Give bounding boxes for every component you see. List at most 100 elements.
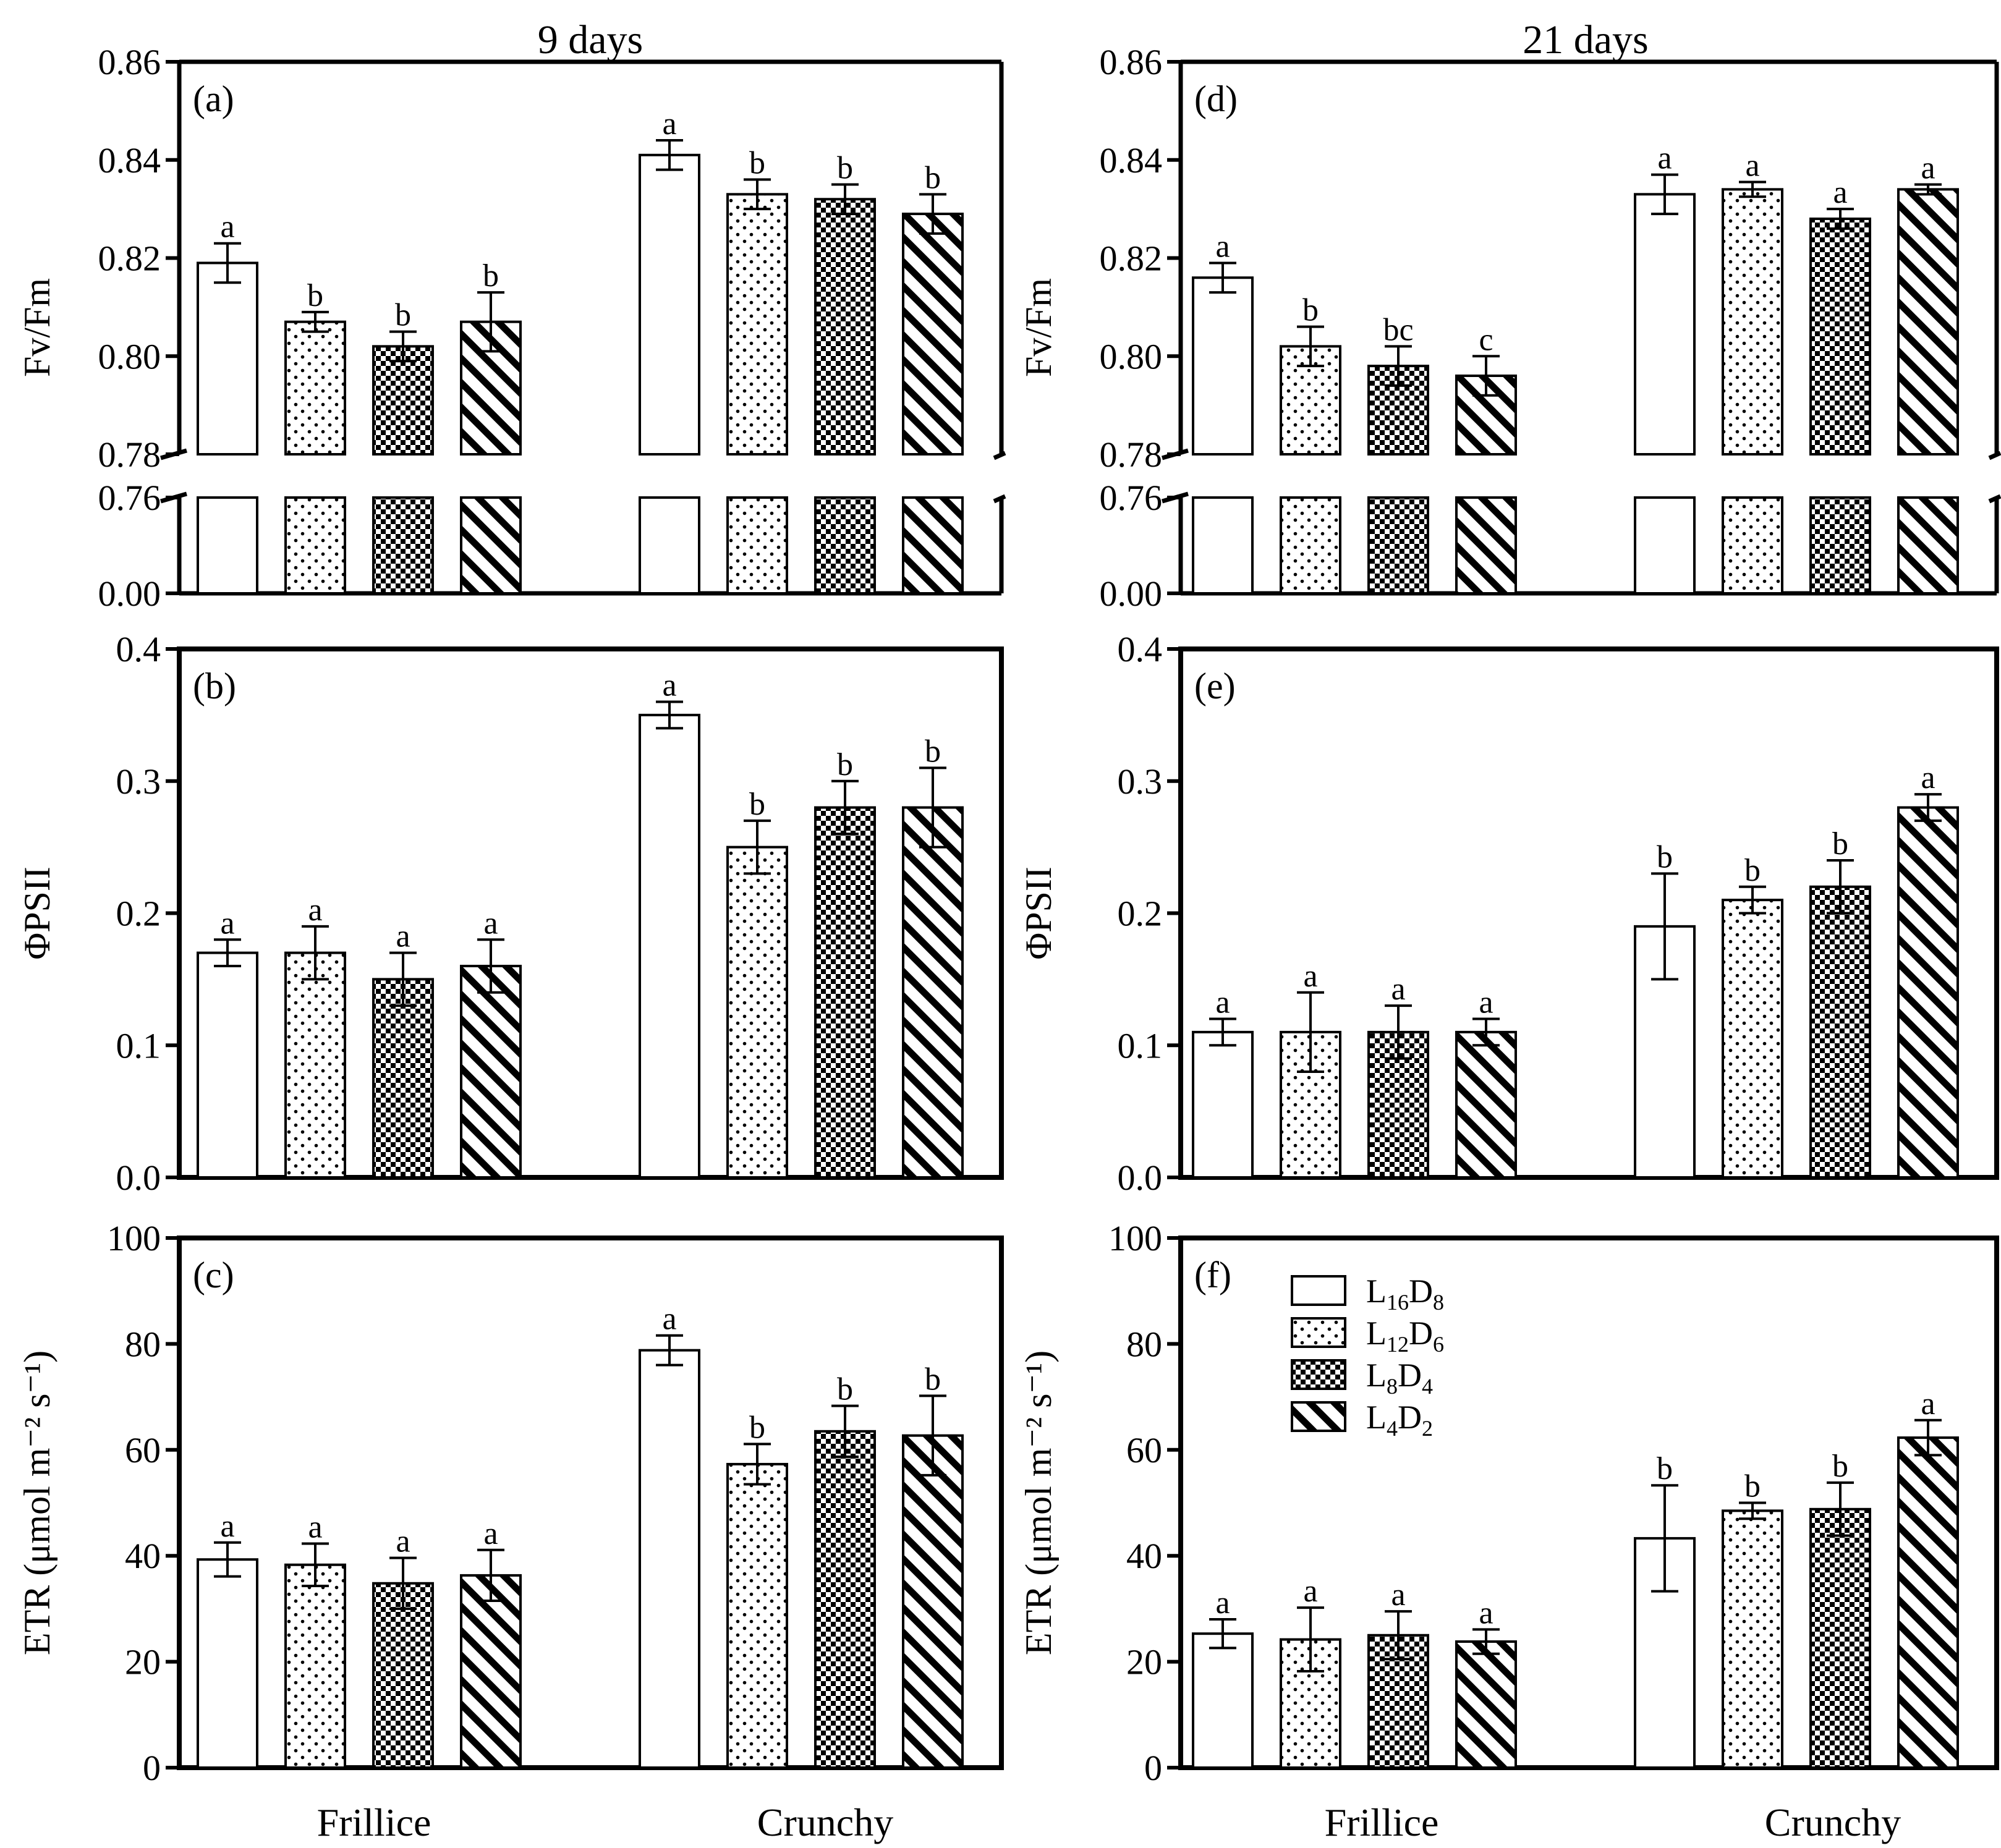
significance-letter: a [1215, 229, 1230, 264]
panel-d: 0.78 0.80 0.82 0.84 0.86 0.00 0.76 Fv/Fm (d) a b bc… [1018, 42, 2001, 614]
bar-L8D4-crunchy [1809, 1507, 1871, 1769]
significance-letter: b [837, 747, 853, 782]
bar-L12D6-crunchy [726, 193, 788, 456]
bar-L8D4-frillice [372, 978, 434, 1179]
bar-lower-L12D6-crunchy [726, 496, 788, 595]
significance-letter: a [1303, 959, 1317, 994]
y-tick-label: 40 [1126, 1536, 1162, 1576]
significance-letter: b [1832, 826, 1848, 862]
bar-L8D4-crunchy [814, 198, 876, 456]
bar-lower-L4D2-crunchy [902, 496, 964, 595]
significance-letter: a [308, 892, 322, 928]
bar-L16D8-frillice [197, 261, 258, 456]
bar-L4D2-frillice [460, 965, 522, 1179]
bar-L8D4-frillice [1367, 1030, 1429, 1179]
significance-letter: b [749, 1410, 765, 1445]
significance-letter: a [1921, 150, 1935, 185]
bar-L12D6-frillice [1280, 1638, 1341, 1769]
x-category-crunchy-left: Crunchy [757, 1800, 893, 1844]
significance-letter: b [749, 146, 765, 181]
significance-letter: a [1657, 141, 1672, 176]
significance-letter: b [925, 160, 941, 195]
significance-letter: a [220, 1509, 234, 1544]
y-tick-label: 0.82 [98, 239, 161, 279]
panel-e: 0.0 0.1 0.2 0.3 0.4 ΦPSII (e) a a a a b b b a [1018, 629, 1999, 1198]
bar-lower-L16D8-frillice [1192, 496, 1254, 595]
y-axis-label: ΦPSII [1018, 867, 1059, 960]
significance-letter: a [483, 1516, 498, 1551]
bar-L16D8-crunchy [1634, 193, 1696, 456]
panel-letter: (e) [1194, 666, 1236, 706]
y-tick-label: 100 [1108, 1218, 1162, 1258]
y-tick-label: 0.0 [116, 1158, 161, 1198]
bar-L4D2-crunchy [902, 213, 964, 456]
legend-label-L12D6: L12D6 [1366, 1315, 1444, 1357]
panel-a: 0.78 0.80 0.82 0.84 0.86 0.00 0.76 Fv/Fm (a) a b b b… [17, 42, 1006, 614]
bar-lower-L12D6-crunchy [1722, 496, 1783, 595]
significance-letter: b [1744, 853, 1761, 888]
y-tick-label: 20 [1126, 1642, 1162, 1682]
bar-lower-L4D2-crunchy [1897, 496, 1959, 595]
legend-swatch-L16D8 [1291, 1275, 1346, 1306]
legend-label-L4D2: L4D2 [1366, 1399, 1433, 1441]
significance-letter: a [662, 668, 676, 703]
bar-L16D8-frillice [1192, 1632, 1254, 1769]
bar-L8D4-crunchy [814, 1430, 876, 1769]
significance-letter: a [1921, 1386, 1935, 1422]
y-tick-label: 0.00 [98, 574, 161, 614]
axis-break-mark [993, 451, 1006, 460]
y-tick-label: 20 [125, 1642, 161, 1682]
y-tick-label: 0.1 [1118, 1025, 1163, 1066]
significance-letter: b [1832, 1449, 1848, 1484]
y-axis-label: ETR (μmol m⁻² s⁻¹) [17, 1350, 57, 1655]
significance-letter: a [1215, 985, 1230, 1020]
significance-letter: a [396, 1524, 410, 1559]
significance-letter: a [396, 919, 410, 954]
bar-lower-L4D2-frillice [460, 496, 522, 595]
bar-lower-L8D4-crunchy [1809, 496, 1871, 595]
panel-b: 0.0 0.1 0.2 0.3 0.4 ΦPSII (b) a a a a a b b b [17, 629, 1004, 1198]
bar-L16D8-crunchy [639, 153, 700, 456]
bar-lower-L8D4-frillice [372, 496, 434, 595]
bar-lower-L8D4-crunchy [814, 496, 876, 595]
bar-L4D2-crunchy [902, 806, 964, 1179]
significance-letter: b [925, 734, 941, 769]
y-tick-label: 80 [125, 1324, 161, 1364]
bar-L4D2-crunchy [1897, 188, 1959, 456]
significance-letter: bc [1383, 312, 1413, 347]
axis-break-mark [1988, 451, 2001, 460]
significance-letter: a [220, 210, 234, 245]
significance-letter: a [662, 106, 676, 142]
y-tick-label: 0.76 [98, 478, 161, 518]
column-title-21-days: 21 days [1523, 17, 1648, 62]
bar-L16D8-crunchy [639, 1349, 700, 1770]
legend-swatch-L8D4 [1291, 1359, 1346, 1390]
y-tick-label: 0.00 [1100, 574, 1163, 614]
significance-letter: a [483, 905, 498, 941]
bar-L16D8-crunchy [639, 713, 700, 1179]
x-category-frillice-left: Frillice [317, 1800, 431, 1844]
panel-c: 0 20 40 60 80 100 ETR (μmol m⁻² s⁻¹) (c) a a a a a b b… [17, 1218, 1004, 1788]
y-tick-label: 0.3 [1118, 761, 1163, 802]
y-tick-label: 0.78 [1100, 434, 1163, 475]
y-tick-label: 0.4 [1118, 629, 1163, 669]
bar-L12D6-crunchy [1722, 188, 1783, 456]
y-tick-label: 0.76 [1100, 478, 1163, 518]
significance-letter: b [1744, 1469, 1761, 1504]
significance-letter: b [925, 1362, 941, 1397]
significance-letter: a [1833, 175, 1847, 210]
y-axis-label: Fv/Fm [1018, 278, 1059, 377]
bar-lower-L16D8-crunchy [1634, 496, 1696, 595]
significance-letter: b [1657, 839, 1673, 875]
significance-letter: a [1745, 148, 1759, 183]
x-category-frillice-right: Frillice [1325, 1800, 1439, 1844]
legend-label-L8D4: L8D4 [1366, 1357, 1433, 1399]
significance-letter: a [1215, 1585, 1230, 1621]
y-tick-label: 100 [107, 1218, 161, 1258]
significance-letter: b [1302, 293, 1319, 328]
bar-lower-L12D6-frillice [284, 496, 346, 595]
bar-L16D8-frillice [1192, 1030, 1254, 1179]
significance-letter: a [1391, 972, 1405, 1007]
